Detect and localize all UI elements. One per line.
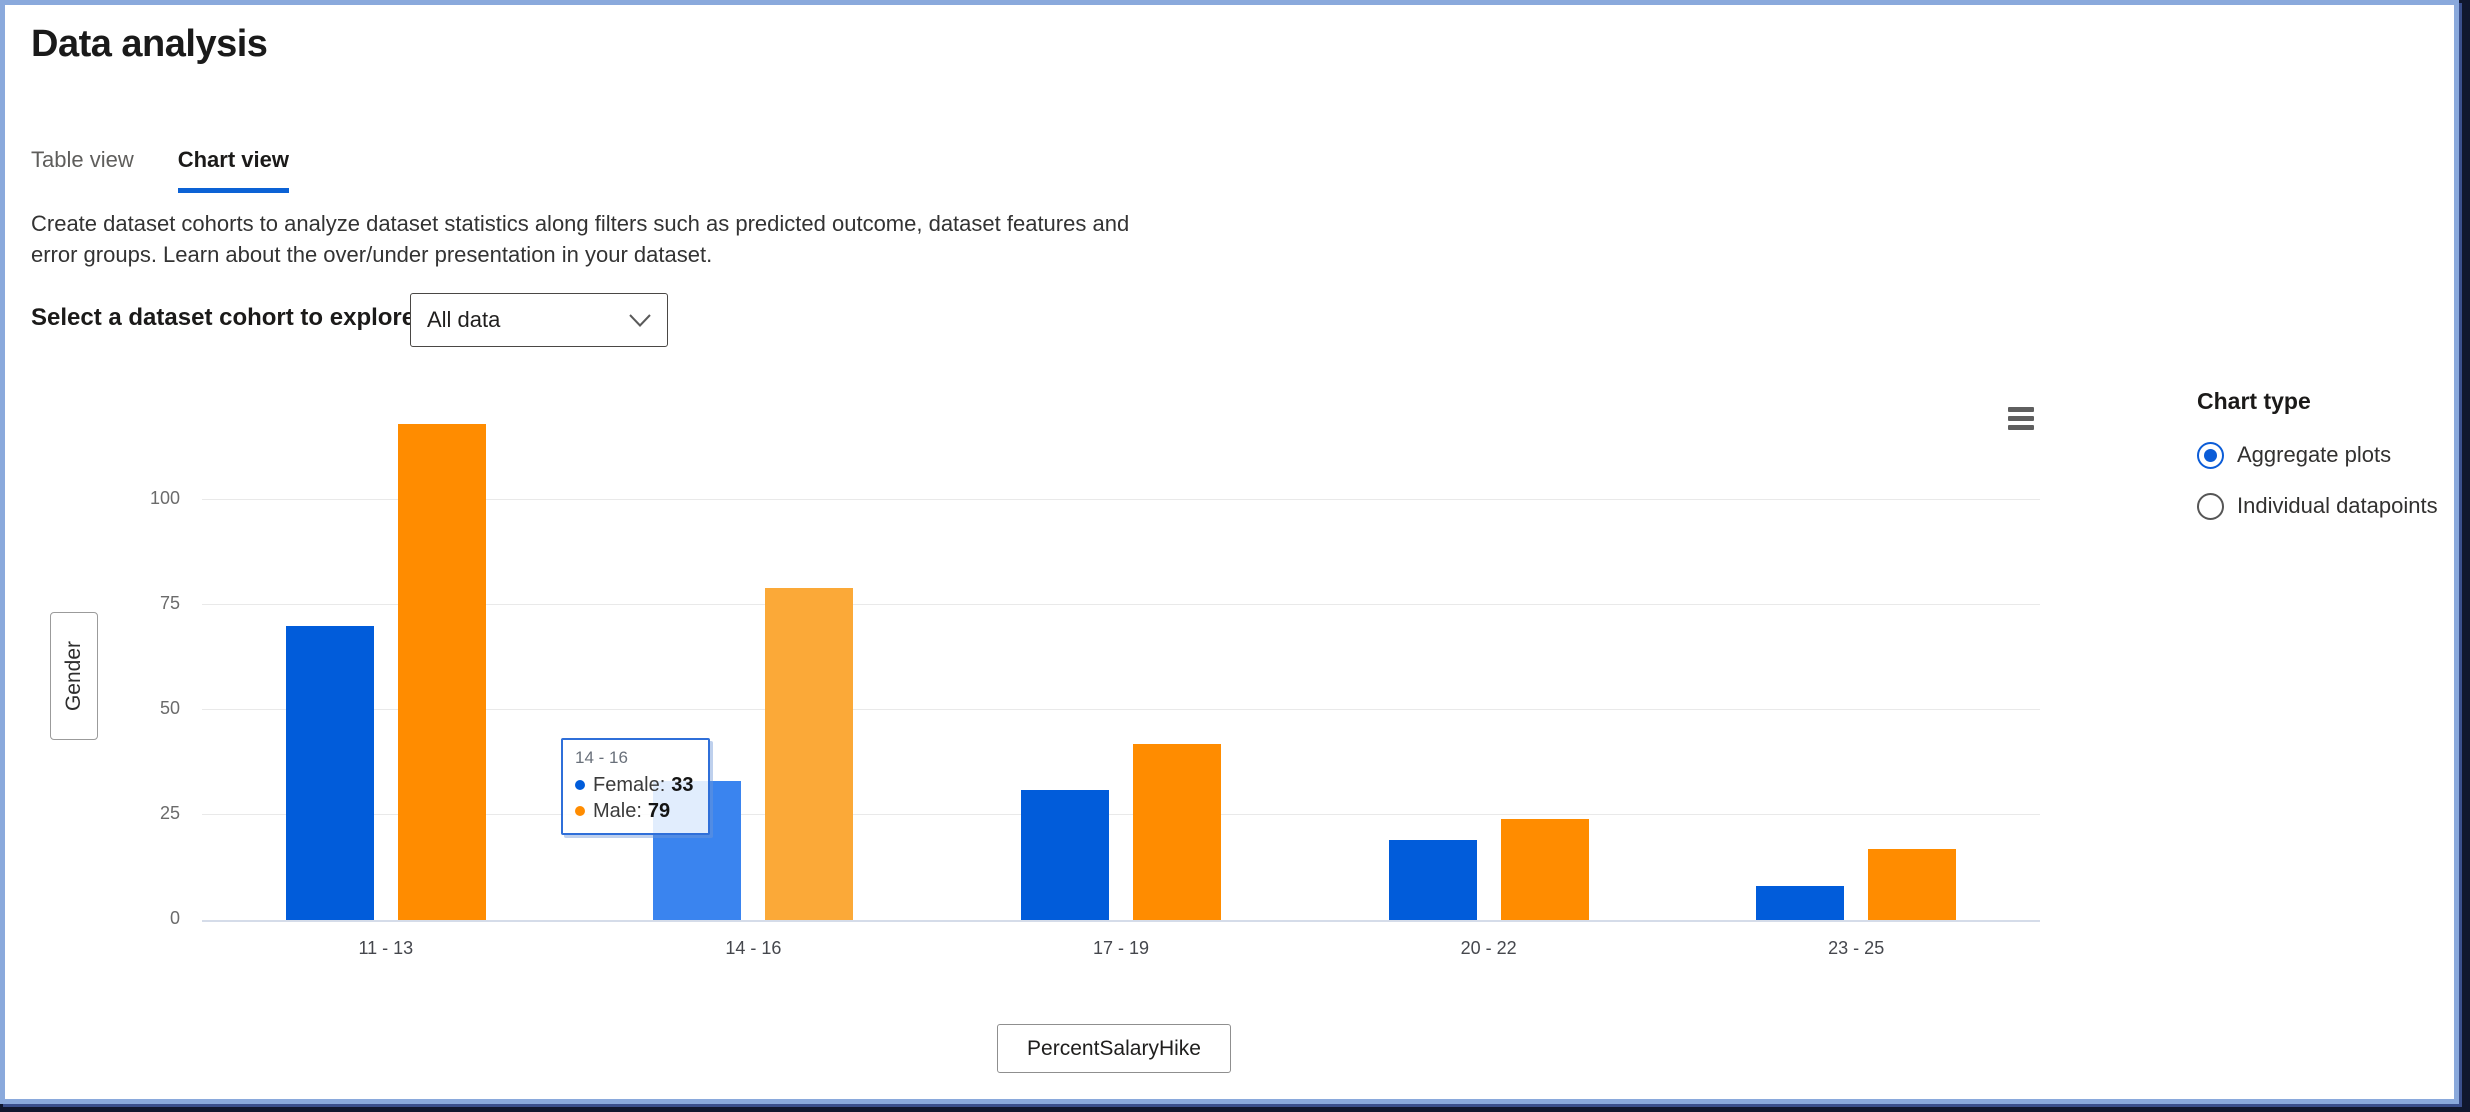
- bar-chart-plot-area: 0 25 50 75 100 11 - 13 14 - 16 17 - 19 20 - 22 23…: [150, 397, 2040, 958]
- radio-label: Individual datapoints: [2237, 493, 2438, 518]
- data-analysis-page: Data analysis Table view Chart view Crea…: [5, 5, 2454, 1099]
- chart-type-title: Chart type: [2197, 388, 2311, 414]
- bar-male-23-25[interactable]: [1868, 848, 1957, 920]
- cohort-dropdown[interactable]: All data: [410, 293, 668, 347]
- bar-female-23-25[interactable]: [1756, 886, 1845, 920]
- y-tick-label-50: 50: [159, 698, 180, 718]
- gridline-y-50: [202, 709, 2040, 710]
- y-axis-label: Gender: [62, 640, 86, 712]
- y-tick-label-0: 0: [169, 908, 180, 928]
- chart-menu-icon[interactable]: [2008, 407, 2034, 430]
- gridline-y-100: [202, 499, 2040, 500]
- chart-type-options: Aggregate plots Individual datapoints: [2197, 438, 2438, 540]
- bar-male-14-16[interactable]: [765, 588, 854, 920]
- bar-female-11-13[interactable]: [285, 626, 374, 920]
- x-tick-label-11-13: 11 - 13: [358, 938, 414, 958]
- y-tick-label-100: 100: [149, 488, 180, 508]
- radio-label: Aggregate plots: [2237, 442, 2392, 467]
- x-tick-label-23-25: 23 - 25: [1828, 938, 1885, 958]
- radio-aggregate-plots[interactable]: Aggregate plots: [2197, 438, 2438, 472]
- x-tick-label-14-16: 14 - 16: [725, 938, 782, 958]
- chart-tooltip: 14 - 16 Female: 33 Male: 79: [561, 738, 710, 835]
- tooltip-category: 14 - 16: [575, 748, 628, 767]
- cohort-dropdown-value: All data: [427, 307, 501, 332]
- y-tick-label-25: 25: [159, 803, 180, 823]
- radio-individual-datapoints[interactable]: Individual datapoints: [2197, 489, 2438, 523]
- y-axis-feature-button[interactable]: Gender: [50, 612, 98, 740]
- tooltip-row-male: Male: 79: [575, 798, 694, 824]
- x-tick-label-20-22: 20 - 22: [1460, 938, 1517, 958]
- male-dot-icon: [575, 806, 585, 816]
- y-tick-label-75: 75: [159, 593, 180, 613]
- bar-male-20-22[interactable]: [1500, 819, 1589, 920]
- tab-chart-view[interactable]: Chart view: [177, 147, 289, 193]
- x-axis-feature-button[interactable]: PercentSalaryHike: [997, 1024, 1231, 1073]
- radio-circle-icon: [2197, 441, 2224, 469]
- view-tabs: Table view Chart view: [31, 147, 289, 193]
- x-axis-label: PercentSalaryHike: [1027, 1036, 1201, 1060]
- female-dot-icon: [575, 780, 585, 790]
- bar-female-20-22[interactable]: [1388, 840, 1477, 920]
- tooltip-row-female: Female: 33: [575, 772, 694, 798]
- tab-table-view[interactable]: Table view: [31, 147, 134, 172]
- chevron-down-icon: [629, 313, 651, 327]
- gridline-y-25: [202, 814, 2040, 815]
- bar-male-17-19[interactable]: [1133, 743, 1221, 920]
- page-title: Data analysis: [31, 23, 268, 65]
- page-description: Create dataset cohorts to analyze datase…: [31, 211, 1130, 267]
- gridline-y-75: [202, 604, 2040, 605]
- radio-circle-icon: [2197, 492, 2224, 520]
- x-tick-label-17-19: 17 - 19: [1092, 938, 1150, 958]
- cohort-selector-label: Select a dataset cohort to explore: [31, 304, 416, 331]
- bar-male-11-13[interactable]: [397, 424, 486, 920]
- bar-female-17-19[interactable]: [1021, 789, 1109, 920]
